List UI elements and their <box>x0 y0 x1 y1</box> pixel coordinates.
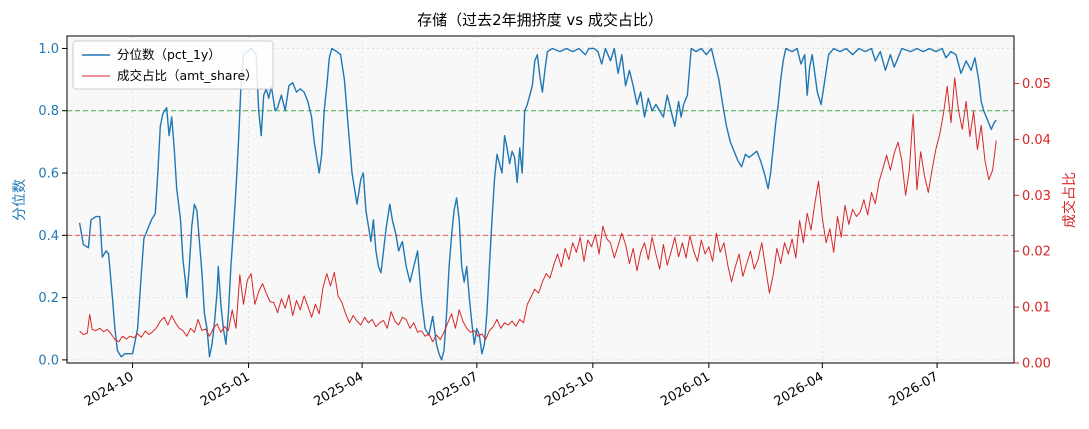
x-tick-label: 2025-01 <box>198 369 253 409</box>
plot-background <box>67 36 1014 363</box>
left-tick-label: 0.6 <box>38 167 59 182</box>
bottom-axis: 2024-10 2025-01 2025-04 2025-07 2025-10 2026-… <box>82 363 941 410</box>
right-axis: 0.00 0.01 0.02 0.03 0.04 0.05 <box>1014 77 1051 372</box>
right-tick-label: 0.05 <box>1022 77 1051 92</box>
x-tick-label: 2025-07 <box>426 369 481 409</box>
x-tick-label: 2024-10 <box>82 369 137 409</box>
left-axis: 0.0 0.2 0.4 0.6 0.8 1.0 <box>38 42 67 368</box>
left-tick-label: 0.8 <box>38 104 59 119</box>
chart-title: 存储（过去2年拥挤度 vs 成交占比） <box>417 11 663 29</box>
right-tick-label: 0.01 <box>1022 301 1051 316</box>
left-tick-label: 1.0 <box>38 42 59 57</box>
right-axis-label: 成交占比 <box>1061 172 1078 228</box>
left-axis-label: 分位数 <box>12 179 28 221</box>
legend-box <box>72 40 274 90</box>
left-tick-label: 0.4 <box>38 229 59 244</box>
left-tick-label: 0.0 <box>38 353 59 368</box>
right-tick-label: 0.02 <box>1022 245 1051 260</box>
series-layer <box>78 47 997 361</box>
right-tick-label: 0.00 <box>1022 357 1051 372</box>
x-tick-label: 2025-10 <box>542 369 597 409</box>
left-tick-label: 0.2 <box>38 291 59 306</box>
x-tick-label: 2025-04 <box>312 369 367 409</box>
legend-label-amt: 成交占比（amt_share） <box>117 68 258 83</box>
x-tick-label: 2026-07 <box>887 369 942 409</box>
series-line-amt <box>79 77 997 343</box>
plot-frame <box>66 35 1015 364</box>
reference-lines <box>67 110 1014 236</box>
right-tick-label: 0.04 <box>1022 133 1051 148</box>
legend-label-pct: 分位数（pct_1y） <box>117 47 221 62</box>
legend: 分位数（pct_1y） 成交占比（amt_share） <box>72 40 274 90</box>
x-tick-label: 2026-04 <box>772 369 827 409</box>
right-tick-label: 0.03 <box>1022 189 1051 204</box>
x-tick-label: 2026-01 <box>658 369 713 409</box>
